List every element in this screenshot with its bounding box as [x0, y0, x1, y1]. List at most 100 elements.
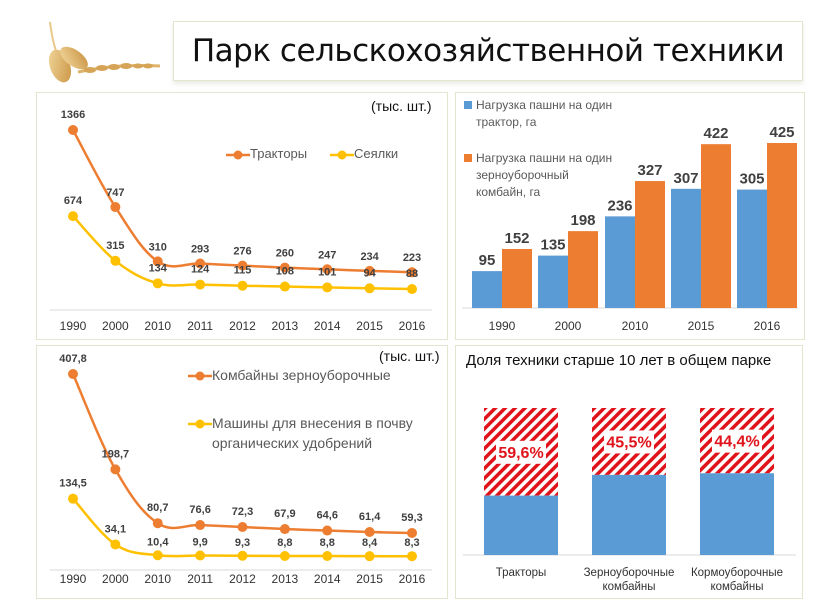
tl-point	[110, 202, 121, 213]
tl-point	[322, 282, 333, 293]
bl-point	[407, 551, 417, 562]
tl-data-label: 247	[318, 249, 336, 261]
bl-point	[237, 522, 248, 533]
tl-data-label: 310	[149, 241, 167, 253]
bl-data-label: 9,3	[235, 537, 250, 549]
legend-label: Сеялки	[354, 146, 399, 161]
bl-x-tick-label: 2014	[314, 572, 341, 586]
tl-point	[68, 211, 78, 222]
legend-marker	[188, 419, 212, 429]
bl-point	[152, 550, 163, 561]
bl-x-tick-label: 2013	[272, 572, 299, 586]
tr-data-label: 236	[607, 197, 632, 214]
legend-item-combine-load: Нагрузка пашни на один зерноуборочный ко…	[464, 150, 612, 201]
bl-point	[195, 550, 206, 561]
bl-data-label: 80,7	[147, 502, 168, 514]
legend-label: органических удобрений	[212, 435, 373, 451]
tl-x-tick-label: 2014	[314, 319, 341, 333]
tl-point	[152, 256, 163, 267]
legend-line: Нагрузка пашни на один	[476, 98, 613, 112]
bl-data-label: 59,3	[401, 512, 422, 524]
tr-bar	[568, 231, 598, 308]
br-label-bg	[604, 430, 654, 454]
bl-point	[279, 524, 290, 535]
br-data-label: 59,6%	[498, 445, 543, 462]
bl-x-tick-label: 2011	[187, 572, 213, 586]
br-label-bg	[496, 440, 546, 464]
tl-data-label: 101	[318, 266, 336, 278]
bl-point	[322, 525, 333, 536]
br-bar-rest	[484, 495, 558, 555]
category-label: Тракторы	[495, 567, 547, 579]
tr-bar	[701, 144, 731, 308]
tl-point	[195, 279, 206, 290]
bl-data-label: 198,7	[102, 448, 130, 460]
tl-x-tick-label: 2015	[356, 319, 383, 333]
tr-bar	[767, 143, 797, 308]
bl-x-tick-label: 2016	[399, 572, 426, 586]
tl-data-label: 747	[106, 187, 124, 199]
bl-point	[152, 518, 163, 529]
bl-data-label: 8,8	[277, 537, 292, 549]
tl-point	[364, 265, 375, 276]
br-data-label: 44,4%	[714, 434, 759, 451]
bl-data-label: 8,8	[320, 537, 335, 549]
bl-x-tick-label: 2012	[229, 572, 256, 586]
bl-data-label: 67,9	[274, 508, 295, 520]
tl-data-label: 88	[406, 268, 418, 280]
bl-point	[110, 539, 121, 550]
legend-line: Нагрузка пашни на один	[476, 151, 613, 165]
category-label: Кормоуборочные комбайны	[690, 567, 784, 593]
tl-data-label: 223	[403, 252, 421, 264]
tl-x-tick-label: 2013	[272, 319, 299, 333]
legend-item-combines: Комбайны зерноуборочные	[188, 366, 391, 384]
legend-item-fertilizer-machines: Машины для внесения в почву органических…	[188, 413, 413, 453]
tl-point	[322, 264, 333, 275]
tl-point	[152, 278, 163, 289]
tl-point	[407, 284, 417, 295]
bl-data-label: 407,8	[59, 353, 87, 365]
tr-data-label: 198	[570, 212, 595, 229]
br-label-bg	[712, 429, 762, 453]
bl-point	[407, 527, 417, 538]
br-data-label: 45,5%	[606, 434, 651, 451]
legend-marker	[188, 371, 212, 381]
bl-data-label: 134,5	[59, 478, 87, 490]
bl-point	[110, 464, 121, 475]
bl-data-label: 10,4	[147, 536, 169, 548]
tr-x-tick-label: 2016	[754, 319, 781, 333]
tl-point	[279, 281, 290, 292]
br-bar-rest	[700, 473, 774, 555]
tr-data-label: 327	[637, 162, 662, 179]
br-bar-rest	[592, 474, 666, 555]
tr-data-label: 305	[739, 171, 764, 188]
bl-x-tick-label: 2015	[356, 572, 383, 586]
bl-data-label: 76,6	[189, 504, 210, 516]
tl-x-tick-label: 2011	[187, 319, 213, 333]
legend-swatch	[464, 101, 472, 109]
tl-point	[68, 125, 78, 135]
legend-item-tractors: Тракторы	[226, 145, 307, 163]
bl-data-label: 9,9	[192, 536, 207, 548]
bl-point	[279, 550, 290, 561]
tl-point	[279, 262, 290, 273]
tl-x-tick-label: 2016	[399, 319, 426, 333]
tr-data-label: 425	[769, 124, 794, 141]
bl-point	[68, 369, 78, 379]
tl-point	[364, 283, 375, 294]
tl-point	[407, 267, 417, 278]
legend-line: комбайн, га	[476, 185, 541, 199]
chart-title: Доля техники старше 10 лет в общем парке	[466, 352, 772, 369]
bl-data-label: 72,3	[232, 506, 253, 518]
tl-data-label: 1366	[61, 109, 85, 121]
tl-data-label: 108	[276, 266, 294, 278]
legend-label: Машины для внесения в почву	[212, 415, 413, 431]
tl-x-tick-label: 2010	[144, 319, 171, 333]
tr-x-tick-label: 2000	[555, 319, 582, 333]
tr-data-label: 307	[673, 170, 698, 187]
bl-data-label: 61,4	[359, 511, 381, 523]
title-box: Парк сельскохозяйственной техники	[173, 21, 803, 81]
tl-point	[237, 280, 248, 291]
tl-data-label: 124	[191, 264, 210, 276]
